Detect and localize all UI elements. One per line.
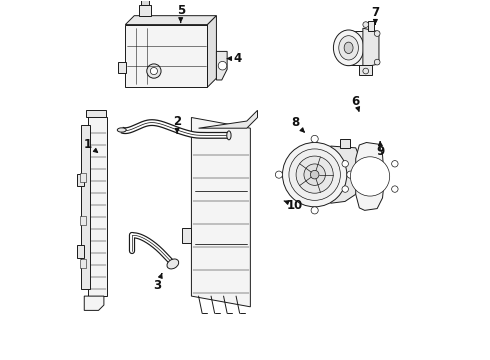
Polygon shape <box>125 24 207 87</box>
Text: 8: 8 <box>291 116 304 132</box>
Circle shape <box>218 62 227 70</box>
Circle shape <box>289 149 341 201</box>
Text: 6: 6 <box>352 95 360 111</box>
Polygon shape <box>356 143 384 210</box>
Circle shape <box>374 59 380 65</box>
Polygon shape <box>86 111 106 117</box>
Ellipse shape <box>333 30 364 66</box>
Circle shape <box>311 135 318 143</box>
Polygon shape <box>198 111 258 128</box>
Circle shape <box>342 186 348 192</box>
Circle shape <box>311 207 318 214</box>
Circle shape <box>150 67 157 75</box>
Text: 9: 9 <box>377 142 385 158</box>
Circle shape <box>392 186 398 192</box>
Polygon shape <box>217 51 227 80</box>
Ellipse shape <box>227 131 231 140</box>
Polygon shape <box>207 16 217 87</box>
Bar <box>182 228 192 243</box>
Bar <box>77 174 83 186</box>
Bar <box>80 173 86 182</box>
Polygon shape <box>359 65 372 75</box>
Bar <box>77 245 83 258</box>
Bar <box>80 258 86 267</box>
Polygon shape <box>84 296 104 310</box>
Polygon shape <box>192 117 250 307</box>
Text: 1: 1 <box>84 138 98 152</box>
Circle shape <box>283 143 347 207</box>
Text: 2: 2 <box>173 114 181 133</box>
Text: 10: 10 <box>284 198 303 212</box>
Text: 7: 7 <box>371 6 379 24</box>
Polygon shape <box>368 21 374 31</box>
Bar <box>118 62 126 73</box>
Circle shape <box>350 157 390 196</box>
Circle shape <box>296 156 333 193</box>
Circle shape <box>392 161 398 167</box>
Polygon shape <box>363 28 379 67</box>
Circle shape <box>275 171 283 178</box>
Ellipse shape <box>167 259 179 269</box>
Polygon shape <box>88 117 107 296</box>
Circle shape <box>147 64 161 78</box>
Text: 4: 4 <box>227 52 242 65</box>
Polygon shape <box>347 31 370 65</box>
Ellipse shape <box>117 128 126 132</box>
Polygon shape <box>340 139 350 148</box>
Circle shape <box>304 164 325 185</box>
Circle shape <box>363 22 368 27</box>
Polygon shape <box>125 16 217 24</box>
Circle shape <box>363 68 368 74</box>
Circle shape <box>342 161 348 167</box>
Ellipse shape <box>344 42 353 54</box>
Bar <box>141 0 149 5</box>
Polygon shape <box>81 125 90 289</box>
Circle shape <box>374 31 380 36</box>
Polygon shape <box>331 146 361 203</box>
Ellipse shape <box>339 36 358 60</box>
Bar <box>80 216 86 225</box>
Text: 3: 3 <box>153 273 162 292</box>
Circle shape <box>310 170 319 179</box>
Text: 5: 5 <box>176 4 185 22</box>
Bar <box>139 5 151 16</box>
Circle shape <box>347 171 354 178</box>
